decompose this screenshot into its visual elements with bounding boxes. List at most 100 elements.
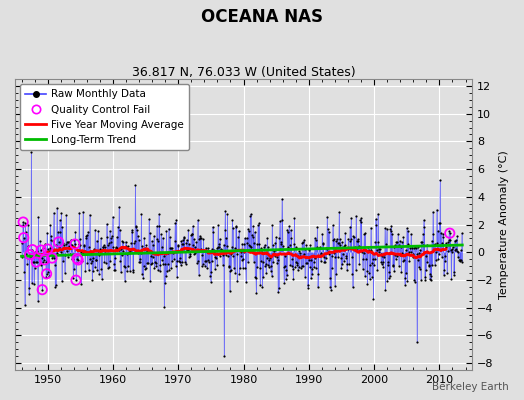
Point — [353, 238, 361, 244]
Point — [177, 238, 185, 244]
Point — [186, 253, 194, 260]
Point — [376, 251, 385, 257]
Point — [347, 253, 356, 260]
Point — [212, 245, 221, 252]
Point — [42, 271, 51, 277]
Point — [279, 264, 288, 270]
Point — [292, 260, 301, 266]
Point — [212, 255, 220, 262]
Point — [141, 266, 149, 272]
Point — [48, 253, 57, 259]
Point — [343, 267, 351, 273]
Text: OCEANA NAS: OCEANA NAS — [201, 8, 323, 26]
Point — [270, 251, 279, 257]
Point — [130, 238, 139, 244]
Point — [313, 224, 322, 230]
Point — [386, 272, 394, 279]
Point — [169, 256, 178, 262]
Point — [210, 247, 218, 253]
Point — [184, 227, 192, 234]
Point — [345, 238, 354, 244]
Point — [315, 245, 323, 251]
Point — [187, 231, 195, 238]
Point — [41, 259, 50, 266]
Point — [436, 177, 444, 184]
Point — [307, 257, 315, 263]
Point — [25, 290, 34, 297]
Point — [78, 258, 86, 264]
Point — [178, 258, 187, 265]
Point — [103, 265, 112, 272]
Point — [127, 240, 135, 246]
Point — [282, 267, 290, 273]
Point — [364, 246, 373, 253]
Point — [130, 240, 138, 246]
Point — [159, 261, 167, 267]
Point — [381, 287, 390, 294]
Point — [218, 247, 226, 254]
Point — [367, 247, 376, 254]
Point — [283, 227, 291, 233]
Point — [366, 261, 375, 268]
Point — [451, 247, 460, 253]
Point — [49, 210, 58, 216]
Point — [122, 238, 130, 245]
Point — [43, 229, 51, 236]
Point — [329, 222, 337, 228]
Point — [263, 255, 271, 262]
Point — [423, 242, 431, 248]
Point — [276, 218, 284, 225]
Point — [407, 231, 415, 237]
Point — [305, 247, 313, 253]
Point — [146, 278, 154, 284]
Point — [334, 254, 342, 260]
Point — [198, 251, 206, 258]
Point — [287, 234, 296, 241]
Point — [92, 256, 101, 263]
Point — [128, 266, 137, 273]
Point — [200, 248, 208, 255]
Point — [257, 245, 266, 251]
Point — [37, 247, 46, 253]
Point — [221, 208, 230, 214]
Point — [28, 246, 37, 253]
Point — [126, 248, 135, 254]
Point — [151, 259, 159, 265]
Point — [449, 246, 457, 252]
Point — [402, 225, 411, 232]
Point — [239, 255, 247, 262]
Point — [88, 258, 96, 264]
Point — [187, 232, 195, 238]
Point — [208, 258, 216, 264]
Point — [52, 282, 60, 288]
Point — [52, 242, 61, 248]
Point — [249, 222, 257, 229]
Point — [416, 266, 424, 272]
Point — [229, 225, 237, 232]
Point — [61, 252, 69, 258]
Point — [233, 278, 242, 284]
Point — [317, 250, 325, 256]
Point — [149, 254, 157, 260]
Point — [261, 263, 269, 269]
Point — [129, 269, 137, 276]
Point — [135, 259, 144, 265]
Point — [104, 242, 112, 248]
Point — [242, 235, 250, 242]
Point — [372, 222, 380, 228]
Point — [163, 268, 171, 274]
Point — [91, 256, 100, 263]
Point — [74, 257, 82, 263]
Point — [72, 277, 80, 283]
Point — [422, 253, 431, 259]
Point — [312, 237, 320, 243]
Point — [120, 263, 128, 269]
Point — [29, 259, 38, 265]
Point — [215, 241, 224, 248]
Point — [253, 241, 261, 247]
Point — [431, 240, 439, 247]
Point — [447, 276, 455, 283]
Point — [269, 248, 278, 254]
Point — [96, 235, 105, 242]
Point — [193, 260, 201, 266]
